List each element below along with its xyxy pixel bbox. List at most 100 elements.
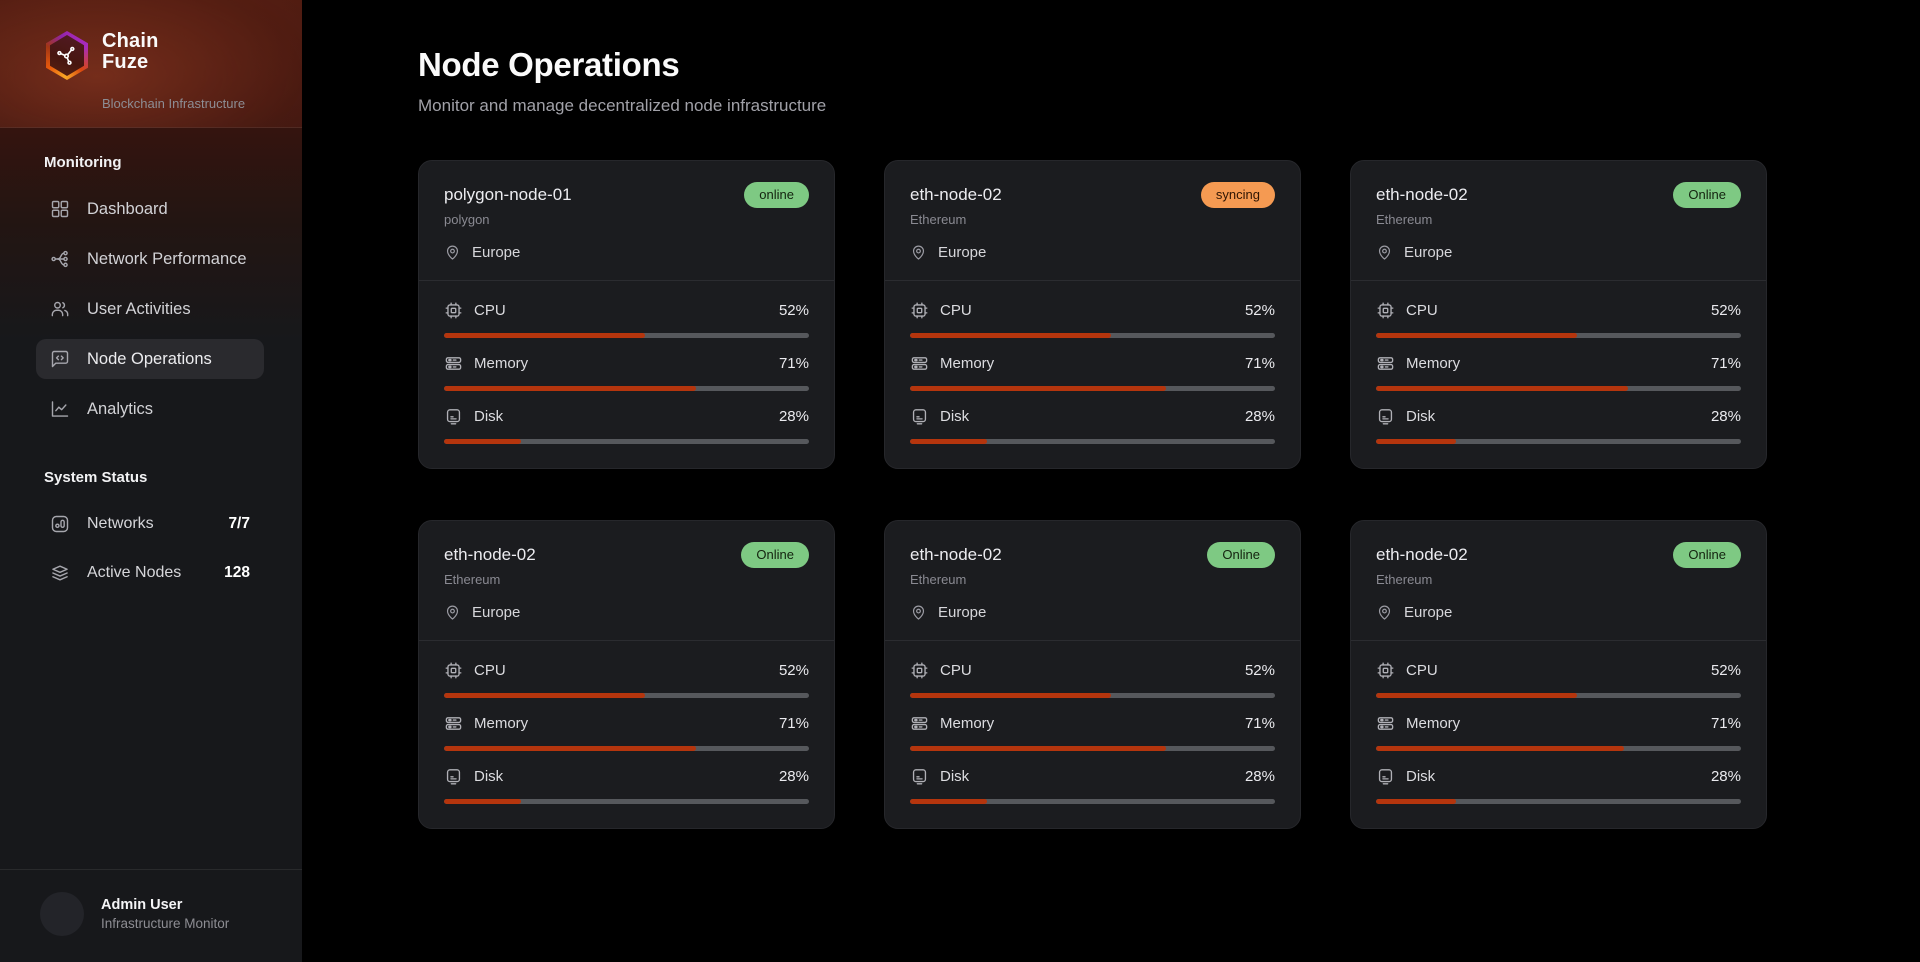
card-divider: [885, 640, 1300, 641]
map-pin-icon: [910, 604, 927, 621]
metric-label: CPU: [474, 662, 506, 679]
cpu-progress-bar: [910, 333, 1275, 338]
status-label: Networks: [87, 515, 154, 532]
disk-icon: [444, 407, 463, 426]
avatar: [40, 892, 84, 936]
node-region: Europe: [910, 244, 1275, 261]
region-label: Europe: [938, 244, 987, 261]
node-region: Europe: [444, 244, 809, 261]
node-name: eth-node-02: [910, 185, 1002, 204]
metric-memory: Memory 71%: [1376, 714, 1741, 751]
node-name: eth-node-02: [1376, 185, 1468, 204]
node-card-grid: polygon-node-01 online polygon Europe CP: [418, 160, 1860, 829]
metric-value: 52%: [1244, 662, 1275, 679]
node-card[interactable]: polygon-node-01 online polygon Europe CP: [418, 160, 835, 469]
metric-cpu: CPU 52%: [1376, 301, 1741, 338]
brand-name-line2: Fuze: [102, 51, 149, 74]
metric-memory: Memory 71%: [910, 354, 1275, 391]
cpu-icon: [444, 301, 463, 320]
node-region: Europe: [1376, 604, 1741, 621]
nav-item[interactable]: Dashboard: [36, 189, 264, 229]
metric-label: Memory: [940, 715, 995, 732]
progress-fill: [910, 746, 1166, 751]
metric-memory: Memory 71%: [444, 354, 809, 391]
map-pin-icon: [444, 244, 461, 261]
disk-icon: [910, 767, 929, 786]
status-badge: Online: [1673, 542, 1741, 568]
node-card[interactable]: eth-node-02 Online Ethereum Europe CPU: [418, 520, 835, 829]
sidebar-nav: Monitoring Dashboard Network Performance…: [0, 128, 302, 602]
memory-icon: [910, 354, 929, 373]
map-pin-icon: [910, 244, 927, 261]
cpu-icon: [444, 661, 463, 680]
memory-icon: [444, 714, 463, 733]
nav-item[interactable]: Analytics: [36, 389, 264, 429]
status-badge: Online: [1673, 182, 1741, 208]
page-title: Node Operations: [418, 46, 680, 83]
status-value: 128: [224, 564, 250, 581]
card-divider: [1351, 280, 1766, 281]
node-card[interactable]: eth-node-02 Online Ethereum Europe CPU: [884, 520, 1301, 829]
metric-value: 28%: [1710, 768, 1741, 785]
metric-label: Disk: [474, 768, 504, 785]
nav-item-label: User Activities: [87, 299, 191, 318]
node-network: Ethereum: [910, 572, 967, 587]
nav-item[interactable]: Node Operations: [36, 339, 264, 379]
brand-tagline: Blockchain Infrastructure: [102, 95, 246, 111]
metric-label: Memory: [474, 355, 529, 372]
progress-fill: [910, 439, 987, 444]
metric-value: 71%: [1710, 715, 1741, 732]
nav-section-title: Monitoring: [44, 154, 122, 171]
node-card-header: eth-node-02 Online Ethereum Europe: [885, 521, 1300, 640]
node-card[interactable]: eth-node-02 Online Ethereum Europe CPU: [1350, 520, 1767, 829]
metric-disk: Disk 28%: [910, 767, 1275, 804]
metric-label: Disk: [940, 768, 970, 785]
node-metrics: CPU 52% Memory 71%: [419, 281, 834, 468]
user-box[interactable]: Admin User Infrastructure Monitor: [0, 869, 302, 962]
cpu-icon: [910, 301, 929, 320]
nav-item-label: Network Performance: [87, 249, 247, 268]
card-divider: [885, 280, 1300, 281]
metric-label: Memory: [474, 715, 529, 732]
node-card[interactable]: eth-node-02 syncing Ethereum Europe CPU: [884, 160, 1301, 469]
metric-value: 71%: [1710, 355, 1741, 372]
disk-icon: [1376, 767, 1395, 786]
metric-label: Disk: [1406, 408, 1436, 425]
metric-label: CPU: [940, 302, 972, 319]
metric-label: Memory: [940, 355, 995, 372]
status-value: 7/7: [228, 515, 250, 532]
map-pin-icon: [1376, 244, 1393, 261]
region-label: Europe: [1404, 244, 1453, 261]
metric-cpu: CPU 52%: [910, 661, 1275, 698]
node-name: eth-node-02: [1376, 545, 1468, 564]
cpu-icon: [1376, 661, 1395, 680]
cpu-progress-bar: [1376, 333, 1741, 338]
region-label: Europe: [472, 244, 521, 261]
metric-value: 28%: [778, 408, 809, 425]
disk-progress-bar: [1376, 439, 1741, 444]
progress-fill: [910, 386, 1166, 391]
nav-item[interactable]: User Activities: [36, 289, 264, 329]
sidebar: Chain Fuze Blockchain Infrastructure Mon…: [0, 0, 302, 962]
memory-progress-bar: [1376, 386, 1741, 391]
metric-value: 52%: [1710, 662, 1741, 679]
nav-item-label: Analytics: [87, 399, 154, 418]
metric-value: 71%: [778, 715, 809, 732]
disk-progress-bar: [1376, 799, 1741, 804]
metric-value: 52%: [1710, 302, 1741, 319]
node-card-header: eth-node-02 Online Ethereum Europe: [1351, 161, 1766, 280]
memory-progress-bar: [444, 386, 809, 391]
nav-item[interactable]: Network Performance: [36, 239, 264, 279]
node-metrics: CPU 52% Memory 71%: [885, 641, 1300, 828]
line-chart-icon: [50, 399, 70, 419]
metric-label: Memory: [1406, 715, 1461, 732]
brand-name: Chain Fuze: [102, 30, 278, 90]
node-region: Europe: [444, 604, 809, 621]
node-card[interactable]: eth-node-02 Online Ethereum Europe CPU: [1350, 160, 1767, 469]
page-subtitle: Monitor and manage decentralized node in…: [418, 96, 827, 115]
metric-cpu: CPU 52%: [444, 301, 809, 338]
progress-fill: [444, 386, 696, 391]
metric-disk: Disk 28%: [444, 767, 809, 804]
metric-cpu: CPU 52%: [444, 661, 809, 698]
region-label: Europe: [938, 604, 987, 621]
